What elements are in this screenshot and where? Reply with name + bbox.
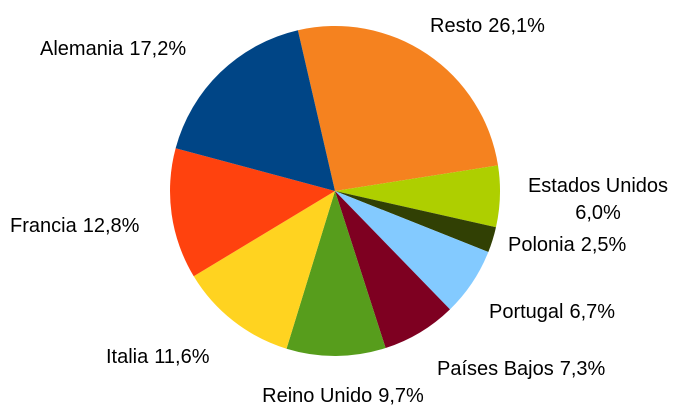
slice-value: 7,3%	[560, 358, 606, 380]
slice-label: Estados Unidos 6,0%	[528, 175, 668, 224]
slice-category: Portugal	[489, 301, 564, 323]
slice-label: Portugal 6,7%	[489, 301, 615, 323]
slice-category: Estados Unidos	[528, 175, 668, 197]
slice-category: Francia	[10, 215, 78, 237]
slice-category: Resto	[430, 15, 482, 37]
slice-label: Italia 11,6%	[106, 346, 210, 368]
pie-slice	[335, 191, 489, 310]
slice-value: 9,7%	[378, 385, 424, 407]
slice-label: Reino Unido 9,7%	[262, 385, 424, 407]
slice-category: Alemania	[40, 38, 124, 60]
slice-category: Polonia	[508, 234, 576, 256]
pie-slice	[297, 26, 498, 191]
pie-slice	[335, 191, 450, 349]
slice-category: Reino Unido	[262, 385, 372, 407]
slice-value: 17,2%	[129, 38, 186, 60]
pie-slice	[193, 191, 335, 349]
slice-label: Resto 26,1%	[430, 15, 545, 37]
slice-label: Países Bajos 7,3%	[437, 358, 606, 380]
slice-label: Polonia 2,5%	[508, 234, 627, 256]
slice-value: 12,8%	[83, 215, 140, 237]
pie-slice	[286, 191, 386, 356]
slice-value: 2,5%	[581, 234, 627, 256]
slice-label: Francia 12,8%	[10, 215, 140, 237]
slice-category: Italia	[106, 346, 149, 368]
slice-value: 11,6%	[154, 346, 209, 368]
pie-slice	[175, 30, 335, 191]
pie-slice	[170, 148, 335, 277]
slice-value: 6,7%	[570, 301, 616, 323]
pie-slice	[335, 191, 496, 252]
pie-slice	[335, 165, 500, 228]
slice-category: Países Bajos	[437, 358, 554, 380]
slice-label: Alemania 17,2%	[40, 38, 186, 60]
slice-value: 26,1%	[488, 15, 545, 37]
slice-value: 6,0%	[575, 202, 621, 224]
